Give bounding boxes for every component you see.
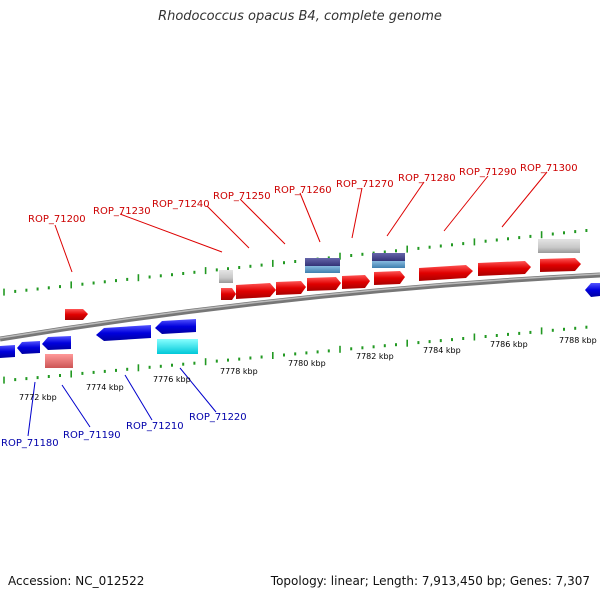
gene-arrow[interactable] (374, 271, 405, 285)
gene-label[interactable]: ROP_71190 (63, 430, 121, 441)
gene-arrow-reverse[interactable] (96, 325, 151, 341)
scale-label: 7782 kbp (356, 352, 394, 361)
gene-label[interactable]: ROP_71300 (520, 163, 578, 174)
gene-arrow[interactable] (307, 277, 341, 291)
leader-lines-bottom (27, 367, 217, 437)
gene-arrow-reverse[interactable] (17, 341, 40, 354)
length-value: 7,913,450 bp (421, 574, 502, 588)
reverse-features (0, 283, 600, 368)
leader-lines-top (54, 171, 548, 273)
accession-info: Accession: NC_012522 (8, 574, 144, 588)
gene-arrow[interactable] (236, 283, 276, 299)
gene-arrow-reverse[interactable] (0, 345, 15, 358)
gene-arrow[interactable] (419, 265, 473, 281)
accession-label: Accession: (8, 574, 72, 588)
genes-label: Genes: (509, 574, 552, 588)
gene-arrow-reverse[interactable] (585, 283, 600, 297)
gene-label[interactable]: ROP_71270 (336, 179, 394, 190)
tick-row-top (3, 229, 588, 296)
gene-arrow[interactable] (221, 288, 236, 300)
genes-value: 7,307 (555, 574, 590, 588)
length-label: Length: (372, 574, 419, 588)
scale-labels: 7772 kbp 7774 kbp 7776 kbp 7778 kbp 7780… (19, 336, 597, 402)
gene-label[interactable]: ROP_71240 (152, 199, 210, 210)
gene-label[interactable]: ROP_71280 (398, 173, 456, 184)
gene-arrow[interactable] (540, 258, 581, 272)
accession-value: NC_012522 (75, 574, 145, 588)
gene-label[interactable]: ROP_71220 (189, 412, 247, 423)
rna-feature[interactable] (305, 258, 340, 266)
forward-features (65, 239, 581, 320)
pseudogene-box[interactable] (538, 239, 580, 253)
scale-label: 7784 kbp (423, 346, 461, 355)
gene-label[interactable]: ROP_71200 (28, 214, 86, 225)
topology-label: Topology: (270, 574, 327, 588)
rna-feature[interactable] (372, 261, 405, 268)
genome-backbone (0, 272, 600, 342)
rna-feature[interactable] (305, 266, 340, 273)
scale-label: 7776 kbp (153, 375, 191, 384)
scale-label: 7786 kbp (490, 340, 528, 349)
pink-feature[interactable] (45, 354, 73, 368)
gene-label[interactable]: ROP_71260 (274, 185, 332, 196)
scale-label: 7772 kbp (19, 393, 57, 402)
scale-label: 7778 kbp (220, 367, 258, 376)
genome-stats: Topology: linear; Length: 7,913,450 bp; … (270, 574, 590, 588)
scale-label: 7788 kbp (559, 336, 597, 345)
top-gene-labels: ROP_71200 ROP_71230 ROP_71240 ROP_71250 … (28, 163, 578, 225)
gene-arrow[interactable] (276, 281, 306, 295)
gene-label[interactable]: ROP_71290 (459, 167, 517, 178)
gene-arrow[interactable] (65, 309, 88, 320)
bottom-gene-labels: ROP_71180 ROP_71190 ROP_71210 ROP_71220 (1, 412, 247, 449)
pseudogene-box[interactable] (219, 270, 233, 283)
gene-arrow[interactable] (478, 261, 531, 276)
topology-value: linear (330, 574, 365, 588)
gene-label[interactable]: ROP_71210 (126, 421, 184, 432)
genome-backbone-highlight (0, 273, 600, 339)
scale-label: 7774 kbp (86, 383, 124, 392)
genome-title: Rhodococcus opacus B4, complete genome (158, 9, 442, 24)
scale-label: 7780 kbp (288, 359, 326, 368)
gene-label[interactable]: ROP_71230 (93, 206, 151, 217)
gene-arrow-reverse[interactable] (42, 336, 71, 350)
gene-arrow-reverse[interactable] (155, 319, 196, 334)
cyan-feature[interactable] (157, 339, 198, 354)
tick-row-bottom (3, 325, 588, 384)
gene-label[interactable]: ROP_71180 (1, 438, 59, 449)
gene-arrow[interactable] (342, 275, 370, 289)
gene-label[interactable]: ROP_71250 (213, 191, 271, 202)
rna-feature[interactable] (372, 253, 405, 261)
